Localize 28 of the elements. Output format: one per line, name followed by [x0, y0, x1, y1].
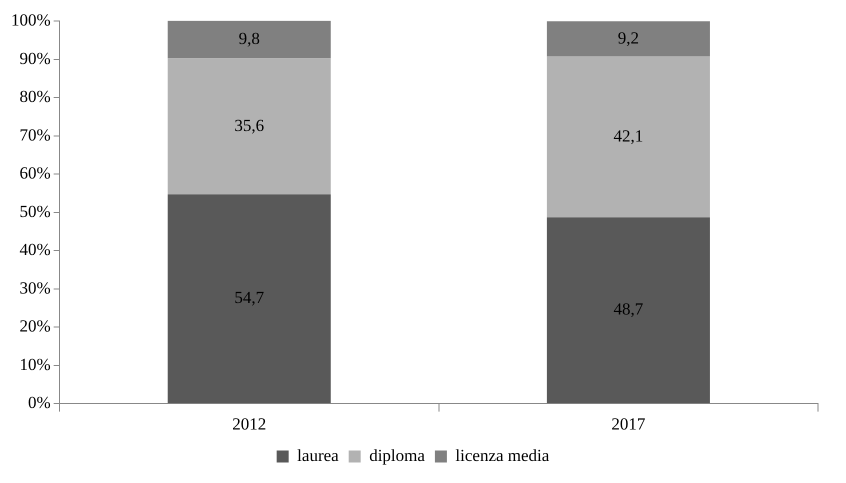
y-tick-label: 80% [19, 87, 51, 106]
y-tick-label: 30% [19, 278, 51, 298]
data-label: 54,7 [234, 288, 265, 308]
bar [546, 21, 710, 56]
data-label: 48,7 [614, 300, 644, 319]
y-tick-label: 10% [19, 354, 51, 374]
bar [168, 194, 331, 404]
data-label: 35,6 [234, 116, 264, 135]
x-tick-label: 2012 [232, 414, 266, 434]
legend-label: licenza media [455, 446, 550, 465]
bar [168, 58, 331, 194]
y-tick-label: 100% [10, 10, 51, 30]
y-tick-label: 90% [19, 48, 51, 68]
legend-label: diploma [369, 446, 426, 465]
x-tick-label: 2017 [611, 414, 646, 434]
y-tick-label: 60% [19, 164, 51, 183]
y-tick-label: 50% [19, 202, 51, 221]
bar [546, 217, 710, 404]
y-tick-label: 20% [19, 316, 51, 336]
y-tick-label: 70% [19, 125, 51, 144]
legend-label: laurea [297, 446, 340, 465]
data-label: 9,8 [238, 29, 260, 48]
bar [168, 20, 331, 58]
bar [546, 56, 710, 218]
y-tick-label: 40% [19, 240, 51, 260]
data-label: 42,1 [614, 126, 644, 146]
data-label: 9,2 [618, 28, 640, 48]
y-tick-label: 0% [28, 393, 51, 412]
